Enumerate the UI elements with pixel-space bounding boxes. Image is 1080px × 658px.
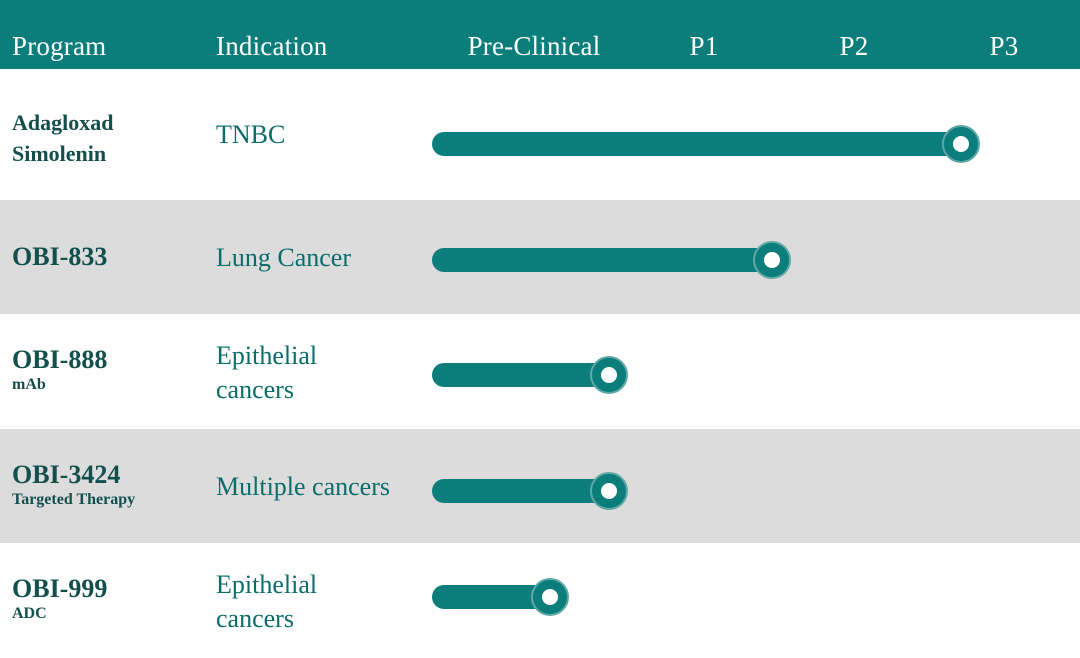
indication-cell: Epithelial cancers bbox=[216, 339, 426, 407]
progress-knob bbox=[589, 356, 628, 394]
program-name: OBI-999 bbox=[12, 574, 108, 603]
program-subtitle: mAb bbox=[12, 376, 46, 393]
progress-bar bbox=[432, 132, 961, 156]
pipeline-row: OBI-833 Lung Cancer bbox=[0, 200, 1080, 314]
progress-bar bbox=[432, 248, 772, 272]
progress-knob bbox=[589, 472, 628, 510]
indication-text: Lung Cancer bbox=[216, 243, 352, 272]
program-cell: OBI-999 ADC bbox=[12, 574, 107, 624]
indication-text: cancers bbox=[216, 604, 294, 633]
pipeline-row: OBI-888 mAb Epithelial cancers bbox=[0, 314, 1080, 429]
header-program: Program bbox=[12, 31, 107, 61]
pipeline-row: OBI-3424 Targeted Therapy Multiple cance… bbox=[0, 429, 1080, 543]
program-cell: Adagloxad Simolenin bbox=[12, 107, 113, 169]
pipeline-row: OBI-999 ADC Epithelial cancers bbox=[0, 543, 1080, 658]
indication-cell: Multiple cancers bbox=[216, 470, 426, 504]
program-subtitle: ADC bbox=[12, 605, 47, 622]
progress-knob bbox=[531, 578, 570, 616]
header-stage-preclinical: Pre-Clinical bbox=[467, 31, 601, 61]
pipeline-header: Program Indication Pre-Clinical P1 P2 P3 bbox=[0, 0, 1080, 69]
indication-cell: Epithelial cancers bbox=[216, 568, 426, 636]
program-name: Simolenin bbox=[12, 141, 107, 166]
header-indication: Indication bbox=[216, 31, 328, 61]
program-name: Adagloxad bbox=[12, 110, 114, 135]
program-cell: OBI-888 mAb bbox=[12, 345, 107, 395]
indication-cell: TNBC bbox=[216, 118, 426, 152]
pipeline-row: Adagloxad Simolenin TNBC bbox=[0, 69, 1080, 200]
program-cell: OBI-833 bbox=[12, 242, 107, 272]
header-stage-p2: P2 bbox=[839, 31, 869, 61]
progress-knob bbox=[752, 241, 791, 279]
progress-bar bbox=[432, 363, 609, 387]
progress-knob bbox=[942, 125, 980, 163]
program-name: OBI-833 bbox=[12, 242, 108, 271]
program-name: OBI-888 bbox=[12, 345, 108, 374]
indication-text: Epithelial bbox=[216, 570, 318, 599]
header-stage-p3: P3 bbox=[989, 31, 1019, 61]
program-cell: OBI-3424 Targeted Therapy bbox=[12, 460, 135, 510]
indication-text: cancers bbox=[216, 375, 294, 404]
indication-text: Epithelial bbox=[216, 341, 318, 370]
progress-bar bbox=[432, 585, 551, 609]
indication-cell: Lung Cancer bbox=[216, 241, 426, 275]
program-subtitle: Targeted Therapy bbox=[12, 491, 136, 508]
header-stage-p1: P1 bbox=[689, 31, 719, 61]
indication-text: Multiple cancers bbox=[216, 472, 390, 501]
progress-bar bbox=[432, 479, 609, 503]
program-name: OBI-3424 bbox=[12, 460, 121, 489]
indication-text: TNBC bbox=[216, 120, 286, 149]
